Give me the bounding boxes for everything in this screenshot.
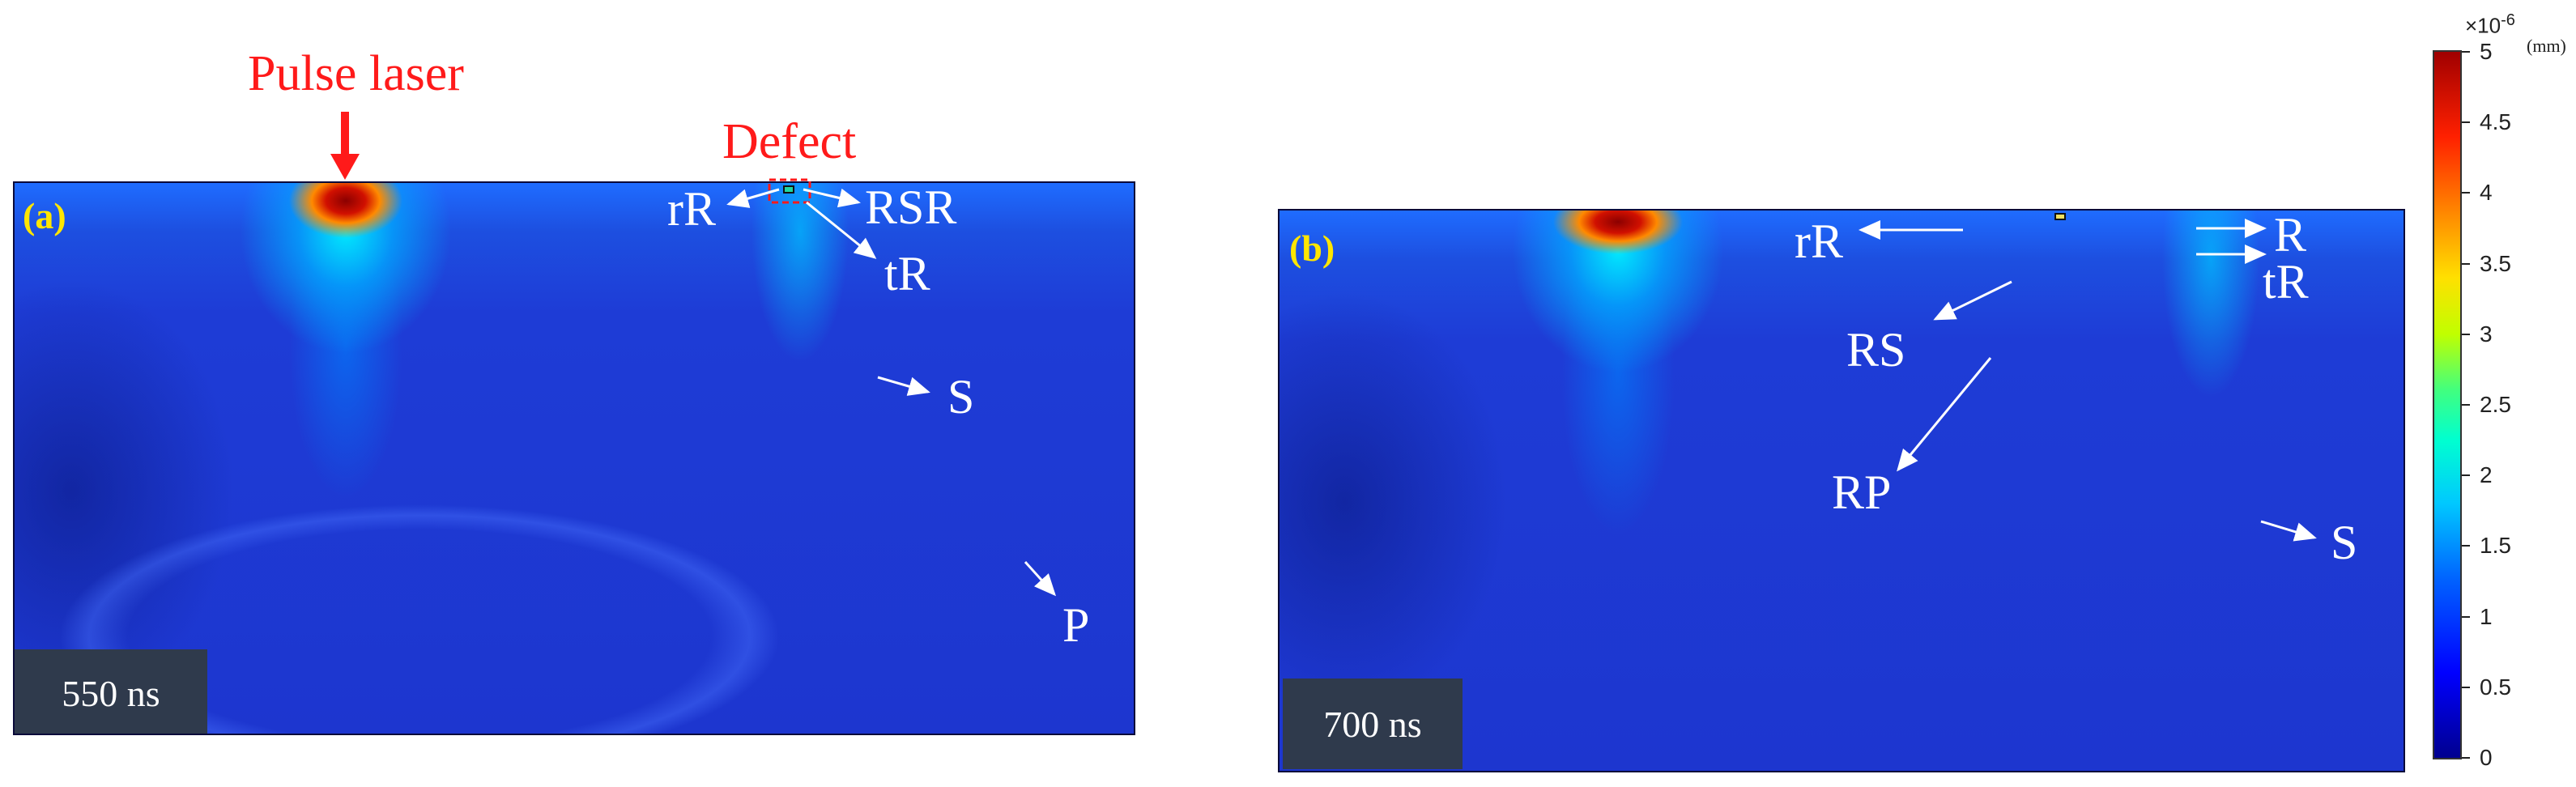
colorbar-tick-mark [2462, 757, 2470, 759]
panel-a-wave-label-RSR: RSR [865, 181, 957, 234]
panel-b-wave-label-S: S [2331, 516, 2358, 569]
panel-b-wave-label-RP: RP [1832, 466, 1892, 519]
panel-b-time-text: 700 ns [1323, 703, 1422, 745]
colorbar-tick-label: 2 [2480, 462, 2493, 488]
arrow-a-RSR [803, 188, 861, 208]
colorbar-exponent-base: ×10 [2465, 13, 2501, 38]
colorbar-tick-mark [2462, 51, 2470, 53]
colorbar-tick-label: 4 [2480, 180, 2493, 206]
colorbar-tick-label: 0.5 [2480, 674, 2511, 700]
colorbar-tick-mark [2462, 545, 2470, 547]
panel-a-label: (a) [23, 195, 66, 236]
colorbar-tick-mark [2462, 192, 2470, 194]
panel-a-time-box: 550 ns [15, 649, 207, 734]
arrow-b-S [2260, 520, 2317, 542]
arrow-b-RP [1897, 357, 1992, 472]
colorbar-tick-mark [2462, 121, 2470, 124]
arrow-b-RS [1933, 280, 2012, 321]
colorbar-tick-mark [2462, 333, 2470, 335]
colorbar-tick-mark [2462, 686, 2470, 688]
colorbar-tick-label: 5 [2480, 39, 2493, 64]
panel-b-wave-label-R: R [2274, 208, 2307, 262]
colorbar-tick-mark [2462, 615, 2470, 618]
panel-a-wave-label-rR: rR [667, 182, 716, 236]
pulse-laser-arrow [330, 112, 360, 180]
panel-b-wave-label-rR: rR [1795, 215, 1843, 268]
colorbar-tick-mark [2462, 404, 2470, 406]
arrow-a-P [1024, 560, 1057, 597]
colorbar-unit: (mm) [2527, 36, 2566, 56]
colorbar-gradient [2433, 50, 2462, 759]
panel-b-wave-label-RS: RS [1846, 323, 1906, 376]
panel-b-label: (b) [1289, 228, 1335, 269]
panel-a-time-text: 550 ns [62, 672, 160, 714]
panel-a-wave-label-P: P [1062, 598, 1090, 652]
panel-a-field-plot: (a) 550 ns [13, 181, 1135, 735]
colorbar-exponent: ×10-6 [2465, 11, 2515, 39]
colorbar-tick-label: 4.5 [2480, 109, 2511, 135]
colorbar-tick-mark [2462, 262, 2470, 265]
colorbar-tick-mark [2462, 474, 2470, 477]
arrow-a-S [877, 376, 930, 396]
arrow-a-tR [806, 201, 877, 259]
arrow-a-rR [726, 188, 780, 208]
pulse-laser-label: Pulse laser [248, 46, 464, 101]
panel-a-wave-label-S: S [947, 370, 975, 423]
panel-b-wave-label-tR: tR [2263, 255, 2309, 308]
colorbar-tick-label: 3 [2480, 321, 2493, 347]
colorbar-tick-label: 1.5 [2480, 533, 2511, 559]
panel-b-defect-mark [2054, 213, 2066, 220]
colorbar-tick-label: 1 [2480, 603, 2493, 629]
panel-b-time-box: 700 ns [1283, 679, 1463, 769]
colorbar-tick-label: 0 [2480, 745, 2493, 770]
colorbar-exponent-power: -6 [2501, 11, 2515, 29]
defect-label: Defect [722, 114, 857, 169]
colorbar-tick-label: 3.5 [2480, 250, 2511, 276]
panel-a-defect-mark [783, 185, 794, 194]
panel-b-field-plot: (b) 700 ns [1278, 209, 2405, 772]
panel-a-wave-label-tR: tR [884, 247, 930, 300]
colorbar-tick-label: 2.5 [2480, 392, 2511, 417]
